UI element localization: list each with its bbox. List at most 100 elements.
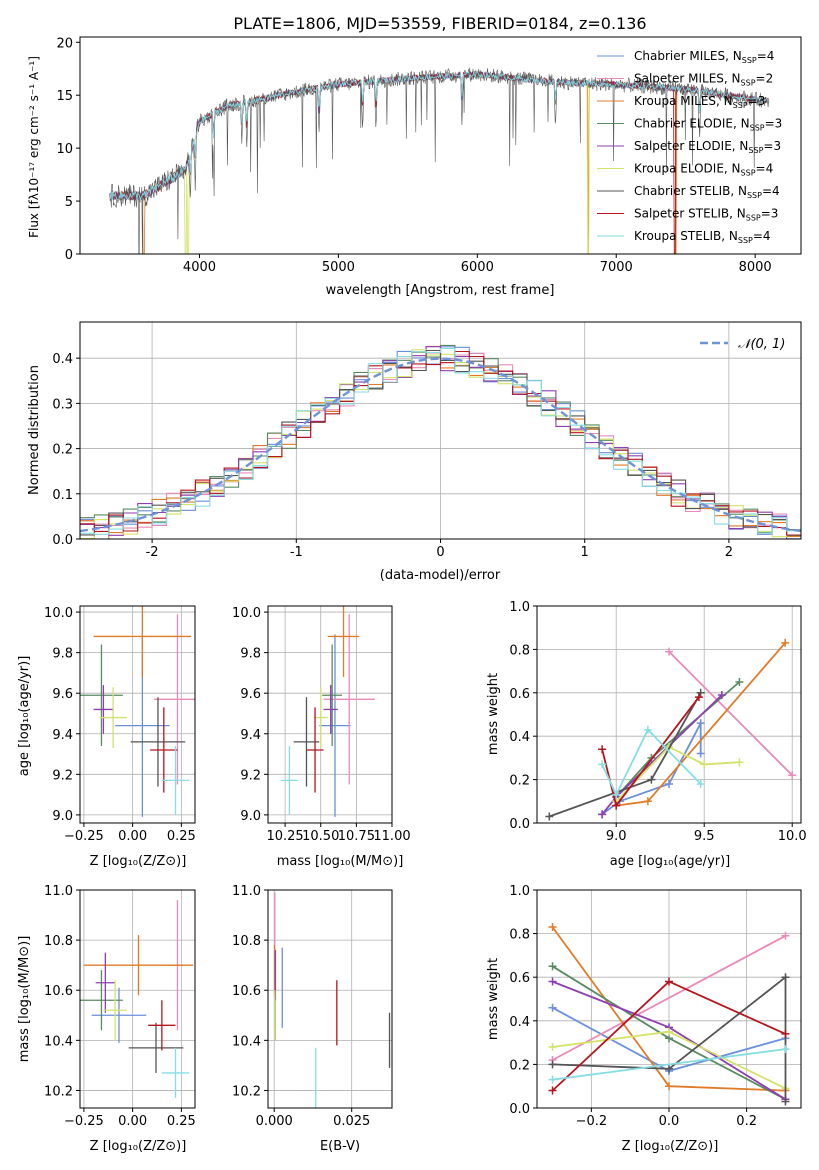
y-tick-label: 5	[65, 195, 73, 210]
weight-vs-age-series-chabrier-miles-marker	[696, 719, 705, 728]
y-tick-label: 0.4	[52, 352, 73, 367]
y-tick-label: 10.4	[232, 1034, 261, 1049]
weight-vs-age-series-chabrier-stelib-marker	[545, 812, 554, 821]
mass-vs-Z-xlabel: Z [log₁₀(Z/Z⊙)]	[90, 1139, 187, 1154]
weight-vs-Z-series-chabrier-miles-marker	[548, 1003, 557, 1012]
weight-vs-age-series-chabrier-miles-marker	[696, 749, 705, 758]
weight-vs-age-series-salpeter-elodie-marker	[717, 690, 726, 699]
weight-vs-Z-series-salpeter-stelib-marker	[665, 977, 673, 986]
normal-legend-label: 𝒩(0, 1)	[738, 337, 785, 352]
weight-vs-age-data-layer	[545, 638, 797, 821]
age-vs-Z-ylabel: age [log₁₀(age/yr)]	[17, 656, 32, 777]
weight-vs-age-series-salpeter-miles-marker	[665, 647, 673, 656]
hist-salpeter-stelib	[80, 350, 801, 536]
weight-vs-Z-series-chabrier-elodie-marker	[548, 962, 557, 971]
x-tick-label: 0.0	[659, 1114, 680, 1129]
weight-vs-Z-series-kroupa-stelib-marker	[781, 1045, 790, 1054]
panel-mass-vs-ebv: 0.000 0.025 10.2 10.4 10.6 10.8 11.0 E(B-V)	[232, 884, 393, 1154]
weight-vs-Z-series-chabrier-stelib	[552, 975, 787, 1102]
y-tick-label: 9.0	[52, 809, 73, 824]
x-tick-label: 10.0	[778, 829, 807, 844]
y-tick-label: 0.2	[52, 443, 73, 458]
y-tick-label: 10.6	[232, 984, 261, 999]
weight-vs-Z-series-chabrier-stelib-marker	[781, 973, 790, 982]
y-tick-label: 9.4	[240, 728, 261, 743]
hist-chabrier-stelib	[80, 349, 801, 536]
y-tick-label: 0.1	[52, 488, 73, 503]
figure-title: PLATE=1806, MJD=53559, FIBERID=0184, z=0…	[233, 14, 646, 33]
weight-vs-Z-series-chabrier-stelib-marker	[548, 1060, 557, 1069]
weight-vs-age-series-salpeter-miles-marker	[788, 771, 797, 780]
weight-vs-age-series-kroupa-miles-marker	[643, 797, 652, 806]
legend-label: Salpeter ELODIE, NSSP=3	[634, 139, 781, 155]
y-tick-label: 10.8	[232, 934, 261, 949]
spectrum-line-kroupa-stelib	[109, 70, 770, 202]
weight-vs-Z-series-salpeter-elodie-marker	[548, 977, 557, 986]
weight-vs-Z-series-kroupa-miles-marker	[665, 1082, 673, 1091]
weight-vs-Z-xlabel: Z [log₁₀(Z/Z⊙)]	[622, 1139, 719, 1154]
mass-vs-ebv-data-layer	[273, 892, 391, 1108]
y-tick-label: 10.2	[44, 1084, 73, 1099]
weight-vs-Z-series-kroupa-stelib	[552, 1048, 786, 1081]
y-tick-label: 15	[56, 89, 73, 104]
weight-vs-Z-plot-area: −0.2 0.0 0.2 0.0 0.2 0.4 0.6 0.8 1.0	[509, 884, 802, 1129]
weight-vs-age-series-kroupa-stelib	[601, 728, 702, 797]
legend-label: Chabrier STELIB, NSSP=4	[634, 184, 780, 200]
x-tick-label: 0.00	[118, 829, 147, 844]
weight-vs-Z-series-kroupa-elodie-marker	[665, 1027, 673, 1036]
weight-vs-age-series-kroupa-stelib-marker	[696, 779, 705, 788]
y-tick-label: 0.6	[509, 687, 530, 702]
y-tick-label: 9.8	[52, 647, 73, 662]
y-tick-label: 10	[56, 142, 73, 157]
weight-vs-age-series-salpeter-stelib-marker	[694, 693, 703, 702]
y-tick-label: 10.0	[44, 606, 73, 621]
weight-vs-age-series-kroupa-stelib-marker	[643, 725, 652, 734]
x-tick-label: 0.025	[333, 1114, 370, 1129]
spectrum-data-layer	[108, 67, 770, 254]
y-tick-label: 0.2	[509, 774, 530, 789]
x-tick-label: 10.25	[266, 829, 303, 844]
y-tick-label: 0.4	[509, 1015, 530, 1030]
x-tick-label: -1	[290, 545, 303, 560]
x-tick-label: -2	[146, 545, 159, 560]
weight-vs-Z-series-kroupa-stelib-marker	[548, 1075, 557, 1084]
mass-vs-Z-ylabel: mass [log₁₀(M/M⊙)]	[17, 936, 32, 1063]
panel-weight-vs-age: 9.0 9.5 10.0 0.0 0.2 0.4 0.6 0.8 1.0 age [log₁₀(…	[486, 600, 807, 869]
axes-frame	[536, 605, 802, 824]
panel-weight-vs-Z: −0.2 0.0 0.2 0.0 0.2 0.4 0.6 0.8 1.0 Z [log₁₀(Z/…	[486, 884, 802, 1154]
spectrum-line-chabrier-stelib	[109, 67, 769, 254]
y-tick-label: 10.2	[232, 1084, 261, 1099]
y-tick-label: 10.6	[44, 984, 73, 999]
x-tick-label: 0.00	[118, 1114, 147, 1129]
y-tick-label: 10.8	[44, 934, 73, 949]
age-vs-Z-data-layer	[80, 606, 195, 817]
weight-vs-age-series-salpeter-stelib-marker	[612, 801, 621, 810]
axes-frame	[79, 36, 802, 255]
y-tick-label: 20	[56, 36, 73, 51]
y-tick-label: 0.0	[509, 1102, 530, 1117]
y-tick-label: 0.2	[509, 1058, 530, 1073]
mass-vs-ebv-xlabel: E(B-V)	[320, 1139, 360, 1154]
legend-label: Kroupa MILES, NSSP=3	[634, 94, 765, 110]
x-tick-label: 1	[581, 545, 589, 560]
weight-vs-Z-series-salpeter-miles	[552, 935, 786, 1061]
y-tick-label: 0.3	[52, 397, 73, 412]
age-vs-Z-xlabel: Z [log₁₀(Z/Z⊙)]	[90, 854, 187, 869]
y-tick-label: 0.6	[509, 971, 530, 986]
weight-vs-age-plot-area: 9.0 9.5 10.0 0.0 0.2 0.4 0.6 0.8 1.0	[509, 600, 806, 844]
x-tick-label: 9.5	[694, 829, 715, 844]
weight-vs-age-series-chabrier-stelib-marker	[647, 775, 656, 784]
y-tick-label: 1.0	[509, 600, 530, 615]
axes-frame	[79, 889, 196, 1109]
y-tick-label: 0.8	[509, 643, 530, 658]
weight-vs-age-series-kroupa-stelib-marker	[598, 760, 607, 769]
y-tick-label: 0.8	[509, 928, 530, 943]
x-tick-label: 0.000	[256, 1114, 293, 1129]
spectrum-ylabel: Flux [fλ10⁻¹⁷ erg cm⁻² s⁻¹ A⁻¹]	[27, 56, 41, 238]
axes-frame	[79, 605, 196, 824]
y-tick-label: 9.2	[52, 768, 73, 783]
y-tick-label: 9.4	[52, 728, 73, 743]
weight-vs-age-series-kroupa-elodie-marker	[735, 758, 744, 767]
legend-label: Kroupa STELIB, NSSP=4	[634, 229, 771, 245]
